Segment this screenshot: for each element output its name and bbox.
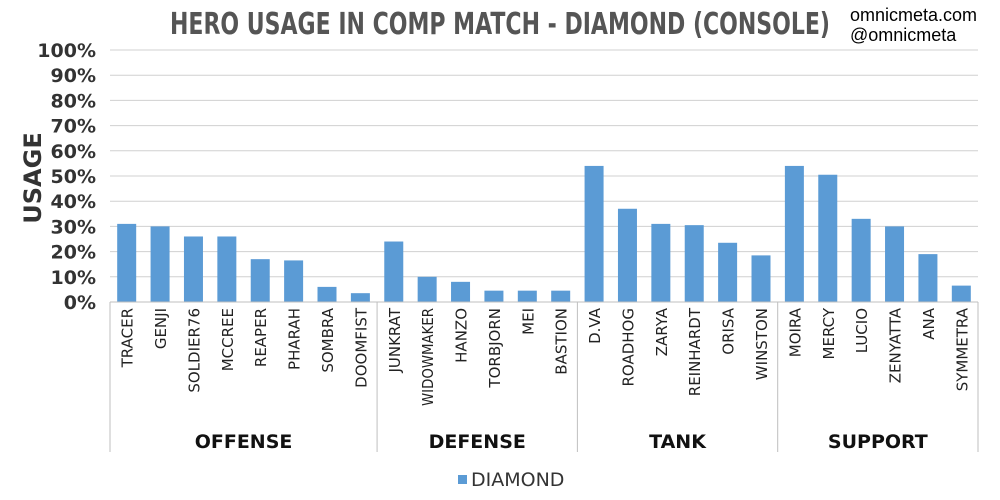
bar bbox=[818, 174, 838, 302]
category-label: REAPER bbox=[252, 308, 270, 367]
y-tick-label: 0% bbox=[64, 292, 96, 314]
bar bbox=[517, 290, 537, 302]
bar bbox=[651, 223, 671, 302]
bar bbox=[851, 218, 871, 302]
bar bbox=[718, 242, 738, 302]
bar bbox=[217, 236, 237, 302]
bar bbox=[751, 255, 771, 302]
category-label: ROADHOG bbox=[619, 308, 637, 387]
category-label: SYMMETRA bbox=[953, 307, 971, 391]
y-axis-ticks: 0% 10% 20% 30% 40% 50% 60% 70% 80% 90% 100% bbox=[37, 40, 96, 314]
category-label: PHARAH bbox=[286, 308, 304, 370]
category-label: HANZO bbox=[453, 308, 471, 363]
y-tick-label: 70% bbox=[51, 116, 96, 138]
bar bbox=[918, 254, 938, 302]
bar bbox=[117, 223, 137, 302]
y-tick-label: 100% bbox=[37, 40, 96, 62]
bar bbox=[885, 226, 905, 302]
bar bbox=[384, 241, 404, 302]
legend-label: DIAMOND bbox=[471, 469, 564, 491]
legend-swatch bbox=[458, 475, 467, 484]
y-axis-label: USAGE bbox=[19, 132, 47, 223]
group-label: SUPPORT bbox=[828, 431, 928, 453]
category-label: REINHARDT bbox=[686, 307, 704, 396]
y-tick-label: 30% bbox=[51, 216, 96, 238]
bar bbox=[451, 281, 471, 302]
category-label: MERCY bbox=[820, 307, 838, 359]
category-label: JUNKRAT bbox=[386, 307, 404, 373]
category-label: TORBJORN bbox=[486, 308, 504, 389]
category-label: BASTION bbox=[553, 308, 571, 375]
category-label: D.VA bbox=[586, 307, 604, 344]
category-labels: TRACER GENJI SOLDIER76 MCCREE REAPER PHARAH SO… bbox=[119, 307, 972, 406]
bar bbox=[183, 236, 203, 302]
category-label: WIDOWMAKER bbox=[419, 308, 437, 406]
site-url: omnicmeta.com bbox=[850, 5, 977, 25]
y-tick-label: 40% bbox=[51, 191, 96, 213]
x-axis bbox=[109, 301, 979, 452]
bar bbox=[350, 293, 370, 302]
category-label: ZENYATTA bbox=[887, 307, 905, 383]
bar bbox=[484, 290, 504, 302]
group-labels: OFFENSE DEFENSE TANK SUPPORT bbox=[195, 431, 928, 453]
y-tick-label: 80% bbox=[51, 90, 96, 112]
chart-title: HERO USAGE IN COMP MATCH - DIAMOND (CONS… bbox=[170, 7, 830, 42]
category-label: SOMBRA bbox=[319, 307, 337, 372]
bars bbox=[117, 165, 971, 302]
category-label: ANA bbox=[920, 307, 938, 339]
site-handle: @omnicmeta bbox=[850, 25, 957, 45]
y-tick-label: 10% bbox=[51, 267, 96, 289]
bar bbox=[284, 260, 304, 302]
category-label: ORISA bbox=[720, 307, 738, 354]
gridlines bbox=[110, 49, 978, 278]
y-tick-label: 50% bbox=[51, 166, 96, 188]
bar bbox=[250, 259, 270, 302]
bar bbox=[317, 286, 337, 302]
y-tick-label: 20% bbox=[51, 242, 96, 264]
category-label: GENJI bbox=[152, 308, 170, 349]
category-label: MEI bbox=[519, 308, 537, 335]
bar bbox=[584, 165, 604, 302]
category-label: LUCIO bbox=[853, 308, 871, 353]
group-label: TANK bbox=[649, 431, 707, 453]
category-label: WINSTON bbox=[753, 308, 771, 380]
bar bbox=[684, 225, 704, 302]
bar bbox=[417, 276, 437, 302]
legend: DIAMOND bbox=[458, 469, 564, 491]
group-label: DEFENSE bbox=[429, 431, 526, 453]
bar bbox=[551, 290, 571, 302]
category-label: TRACER bbox=[119, 308, 137, 368]
y-tick-label: 90% bbox=[51, 65, 96, 87]
bar bbox=[617, 208, 637, 302]
bar bbox=[951, 285, 971, 302]
category-label: MOIRA bbox=[786, 307, 804, 357]
category-label: DOOMFIST bbox=[352, 307, 370, 388]
bar bbox=[784, 165, 804, 302]
category-label: MCCREE bbox=[219, 308, 237, 371]
category-label: ZARYA bbox=[653, 307, 671, 356]
y-tick-label: 60% bbox=[51, 141, 96, 163]
group-label: OFFENSE bbox=[195, 431, 293, 453]
category-label: SOLDIER76 bbox=[185, 308, 203, 393]
bar bbox=[150, 226, 170, 302]
